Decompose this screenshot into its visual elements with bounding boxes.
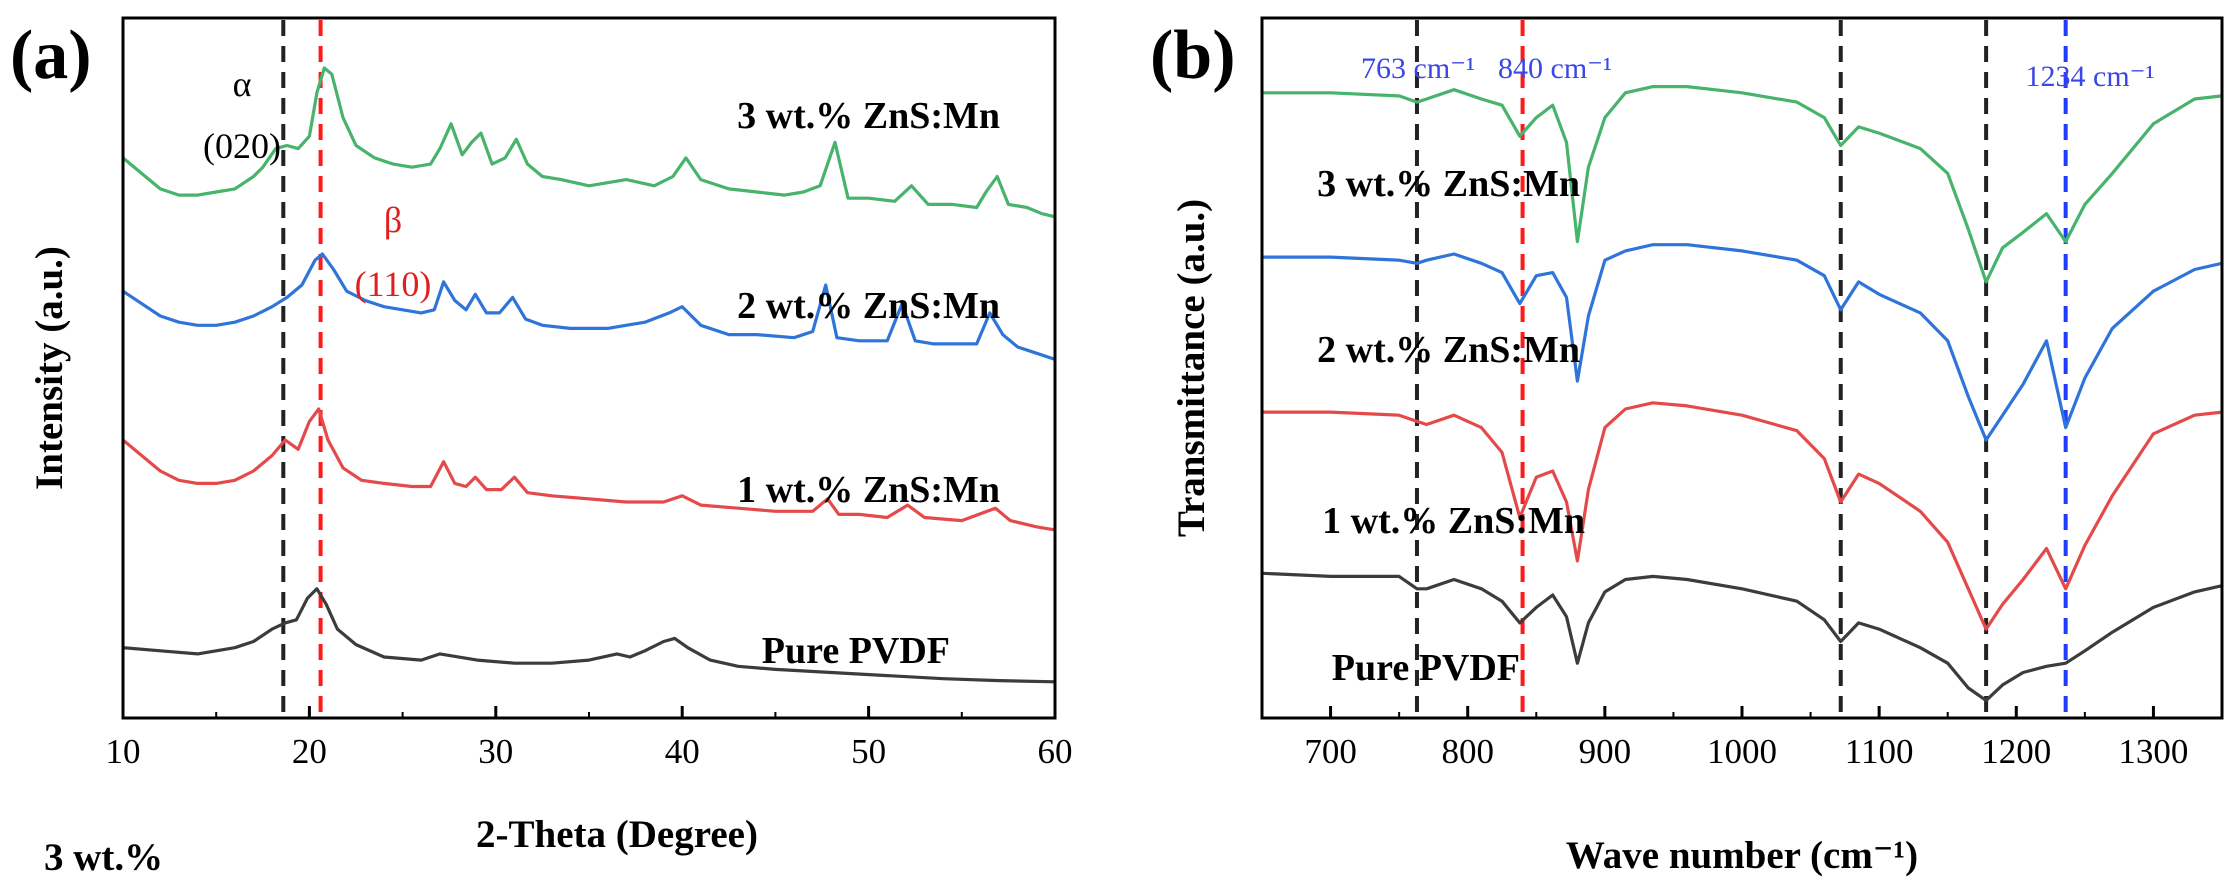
panel-b-series-line-2-wt-zns-mn — [1262, 243, 2223, 442]
panel-b-x-tick-label: 1000 — [1707, 732, 1777, 771]
panel-a-x-axis-title: 2-Theta (Degree) — [476, 813, 758, 856]
alpha-plane-label: (020) — [203, 126, 281, 166]
panel-a-series-label-3-wt-zns-mn: 3 wt.% ZnS:Mn — [737, 95, 1000, 137]
panel-a-x-tick-label: 50 — [851, 732, 886, 771]
panel-a-x-tick-label: 10 — [106, 732, 141, 771]
panel-b-series-label-1-wt-zns-mn: 1 wt.% ZnS:Mn — [1322, 500, 1585, 542]
panel-a-label: (a) — [10, 17, 92, 94]
panel-a-x-tick-label: 20 — [292, 732, 327, 771]
panel-b-chart: (b) 3 wt.% ZnS:Mn 2 wt.% ZnS:Mn 1 wt.% ZnS… — [1150, 16, 2224, 877]
panel-b-series-label-pure-pvdf: Pure PVDF — [1332, 647, 1520, 689]
panel-b-x-tick-label: 1100 — [1845, 732, 1914, 771]
panel-a-x-tick-label: 60 — [1038, 732, 1073, 771]
beta-plane-label: (110) — [355, 264, 432, 304]
panel-b-x-tick-label: 1200 — [1981, 732, 2051, 771]
panel-a-series-line-2-wt-zns-mn — [122, 252, 1056, 361]
wavenumber-annotation-840: 840 cm⁻¹ — [1498, 52, 1612, 85]
panel-a-series-label-1-wt-zns-mn: 1 wt.% ZnS:Mn — [737, 469, 1000, 511]
panel-a-x-tick-label: 30 — [478, 732, 513, 771]
panel-b-series-line-3-wt-zns-mn — [1262, 85, 2223, 284]
panel-b-series-label-2-wt-zns-mn: 2 wt.% ZnS:Mn — [1317, 329, 1580, 371]
panel-b-x-tick-label: 700 — [1304, 732, 1357, 771]
panel-a-series-line-3-wt-zns-mn — [121, 66, 1056, 219]
panel-b-series-line-pure-pvdf — [1261, 571, 2223, 702]
wavenumber-annotation-763: 763 cm⁻¹ — [1361, 52, 1475, 85]
panel-a-footnote: 3 wt.% — [44, 836, 163, 879]
panel-b-label: (b) — [1150, 17, 1236, 94]
panel-a-y-axis-title: Intensity (a.u.) — [28, 246, 71, 490]
panel-b-x-axis-title: Wave number (cm⁻¹) — [1566, 834, 1918, 877]
panel-b-series-line-1-wt-zns-mn — [1262, 401, 2223, 631]
panel-b-x-tick-label: 900 — [1579, 732, 1632, 771]
panel-b-y-axis-title: Transmittance (a.u.) — [1170, 199, 1213, 537]
panel-a-series-line-pure-pvdf — [122, 587, 1056, 684]
panel-b-x-tick-label: 800 — [1441, 732, 1494, 771]
panel-b-series-label-3-wt-zns-mn: 3 wt.% ZnS:Mn — [1317, 163, 1580, 205]
wavenumber-annotation-1236: 1234 cm⁻¹ — [2026, 60, 2155, 93]
panel-a-x-tick-label: 40 — [665, 732, 700, 771]
panel-a-series-line-1-wt-zns-mn — [121, 407, 1056, 532]
alpha-phase-label: α — [233, 64, 252, 104]
panel-a-chart: (a) 3 wt.% ZnS:Mn 2 wt.% ZnS:Mn 1 wt.% ZnS… — [10, 16, 1073, 879]
panel-b-x-tick-label: 1300 — [2118, 732, 2188, 771]
panel-a-series-label-2-wt-zns-mn: 2 wt.% ZnS:Mn — [737, 285, 1000, 327]
beta-phase-label: β — [384, 200, 402, 240]
panel-a-series-label-pure-pvdf: Pure PVDF — [762, 630, 950, 672]
